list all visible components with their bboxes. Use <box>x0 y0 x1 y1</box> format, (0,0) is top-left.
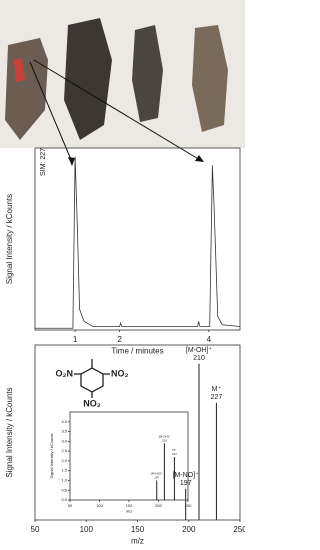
arrow <box>29 61 73 163</box>
x-tick-label: 50 <box>68 503 73 508</box>
benzene-ring <box>80 367 104 393</box>
peak-label: [M-OH]⁺ <box>186 347 213 354</box>
bark-mark <box>14 58 25 82</box>
x-tick-label: 150 <box>131 525 145 534</box>
y-axis-label: Signal Intensity / kCounts <box>49 433 54 478</box>
x-tick-label: 150 <box>126 503 133 508</box>
structure <box>74 359 110 398</box>
y-tick-label: 3.5 <box>61 429 67 434</box>
peak-label: M⁺ <box>212 386 222 393</box>
peak-label: [M-NO]⁺ <box>151 471 163 475</box>
peak-number: 227 <box>211 394 223 401</box>
peak-label: M⁺ <box>172 448 176 452</box>
x-axis-label: m/z <box>131 536 144 545</box>
plot-frame <box>34 147 241 331</box>
plot-frame <box>69 411 189 501</box>
y-axis-label: Signal Intensity / kCounts <box>5 387 14 477</box>
y-tick-label: 3.0 <box>61 438 67 443</box>
annotation: SIM: 227 <box>40 148 47 176</box>
y-tick-label: 2.5 <box>61 448 67 453</box>
x-tick-label: 4 <box>207 335 212 344</box>
x-tick-label: 2 <box>117 335 122 344</box>
bark-piece <box>64 18 112 140</box>
bark-piece <box>192 25 228 132</box>
structure-label: O₂N <box>56 368 74 378</box>
y-tick-label: 0.5 <box>61 487 67 492</box>
peak-label: [M-OH]⁺ <box>159 434 171 438</box>
peak-number: 210 <box>162 438 167 442</box>
x-tick-label: 200 <box>155 503 162 508</box>
x-axis-label: m/z <box>126 509 132 514</box>
peak-number: 210 <box>193 355 205 362</box>
x-tick-label: 100 <box>96 503 103 508</box>
x-tick-label: 250 <box>185 503 192 508</box>
arrowhead <box>68 157 75 166</box>
y-tick-label: 0.0 <box>61 497 67 502</box>
x-tick-label: 250 <box>233 525 245 534</box>
x-tick-label: 1 <box>73 335 78 344</box>
bark-piece <box>132 25 163 122</box>
x-tick-label: 200 <box>182 525 196 534</box>
trace <box>35 156 241 329</box>
y-tick-label: 1.5 <box>61 468 67 473</box>
y-tick-label: 1.0 <box>61 478 67 483</box>
peak-number: 197 <box>180 480 192 487</box>
x-axis-label: Time / minutes <box>111 346 163 355</box>
y-tick-label: 2.0 <box>61 458 67 463</box>
arrow <box>33 59 201 161</box>
peak-label: [M-NO]⁺ <box>173 472 200 479</box>
arrowhead <box>195 155 204 162</box>
x-tick-label: 100 <box>80 525 94 534</box>
figure: O₂N NO₂ NO₂ 1 2 4 Time / minutes Signal Inte… <box>0 0 245 545</box>
structure-label: NO₂ <box>83 398 101 408</box>
peak-number: 227 <box>172 452 177 456</box>
x-tick-label: 50 <box>31 525 40 534</box>
y-axis-label: Signal Intensity / kCounts <box>5 194 14 284</box>
peak-number: 197 <box>154 475 159 479</box>
y-tick-label: 4.0 <box>61 419 67 424</box>
structure-label: NO₂ <box>111 368 129 378</box>
